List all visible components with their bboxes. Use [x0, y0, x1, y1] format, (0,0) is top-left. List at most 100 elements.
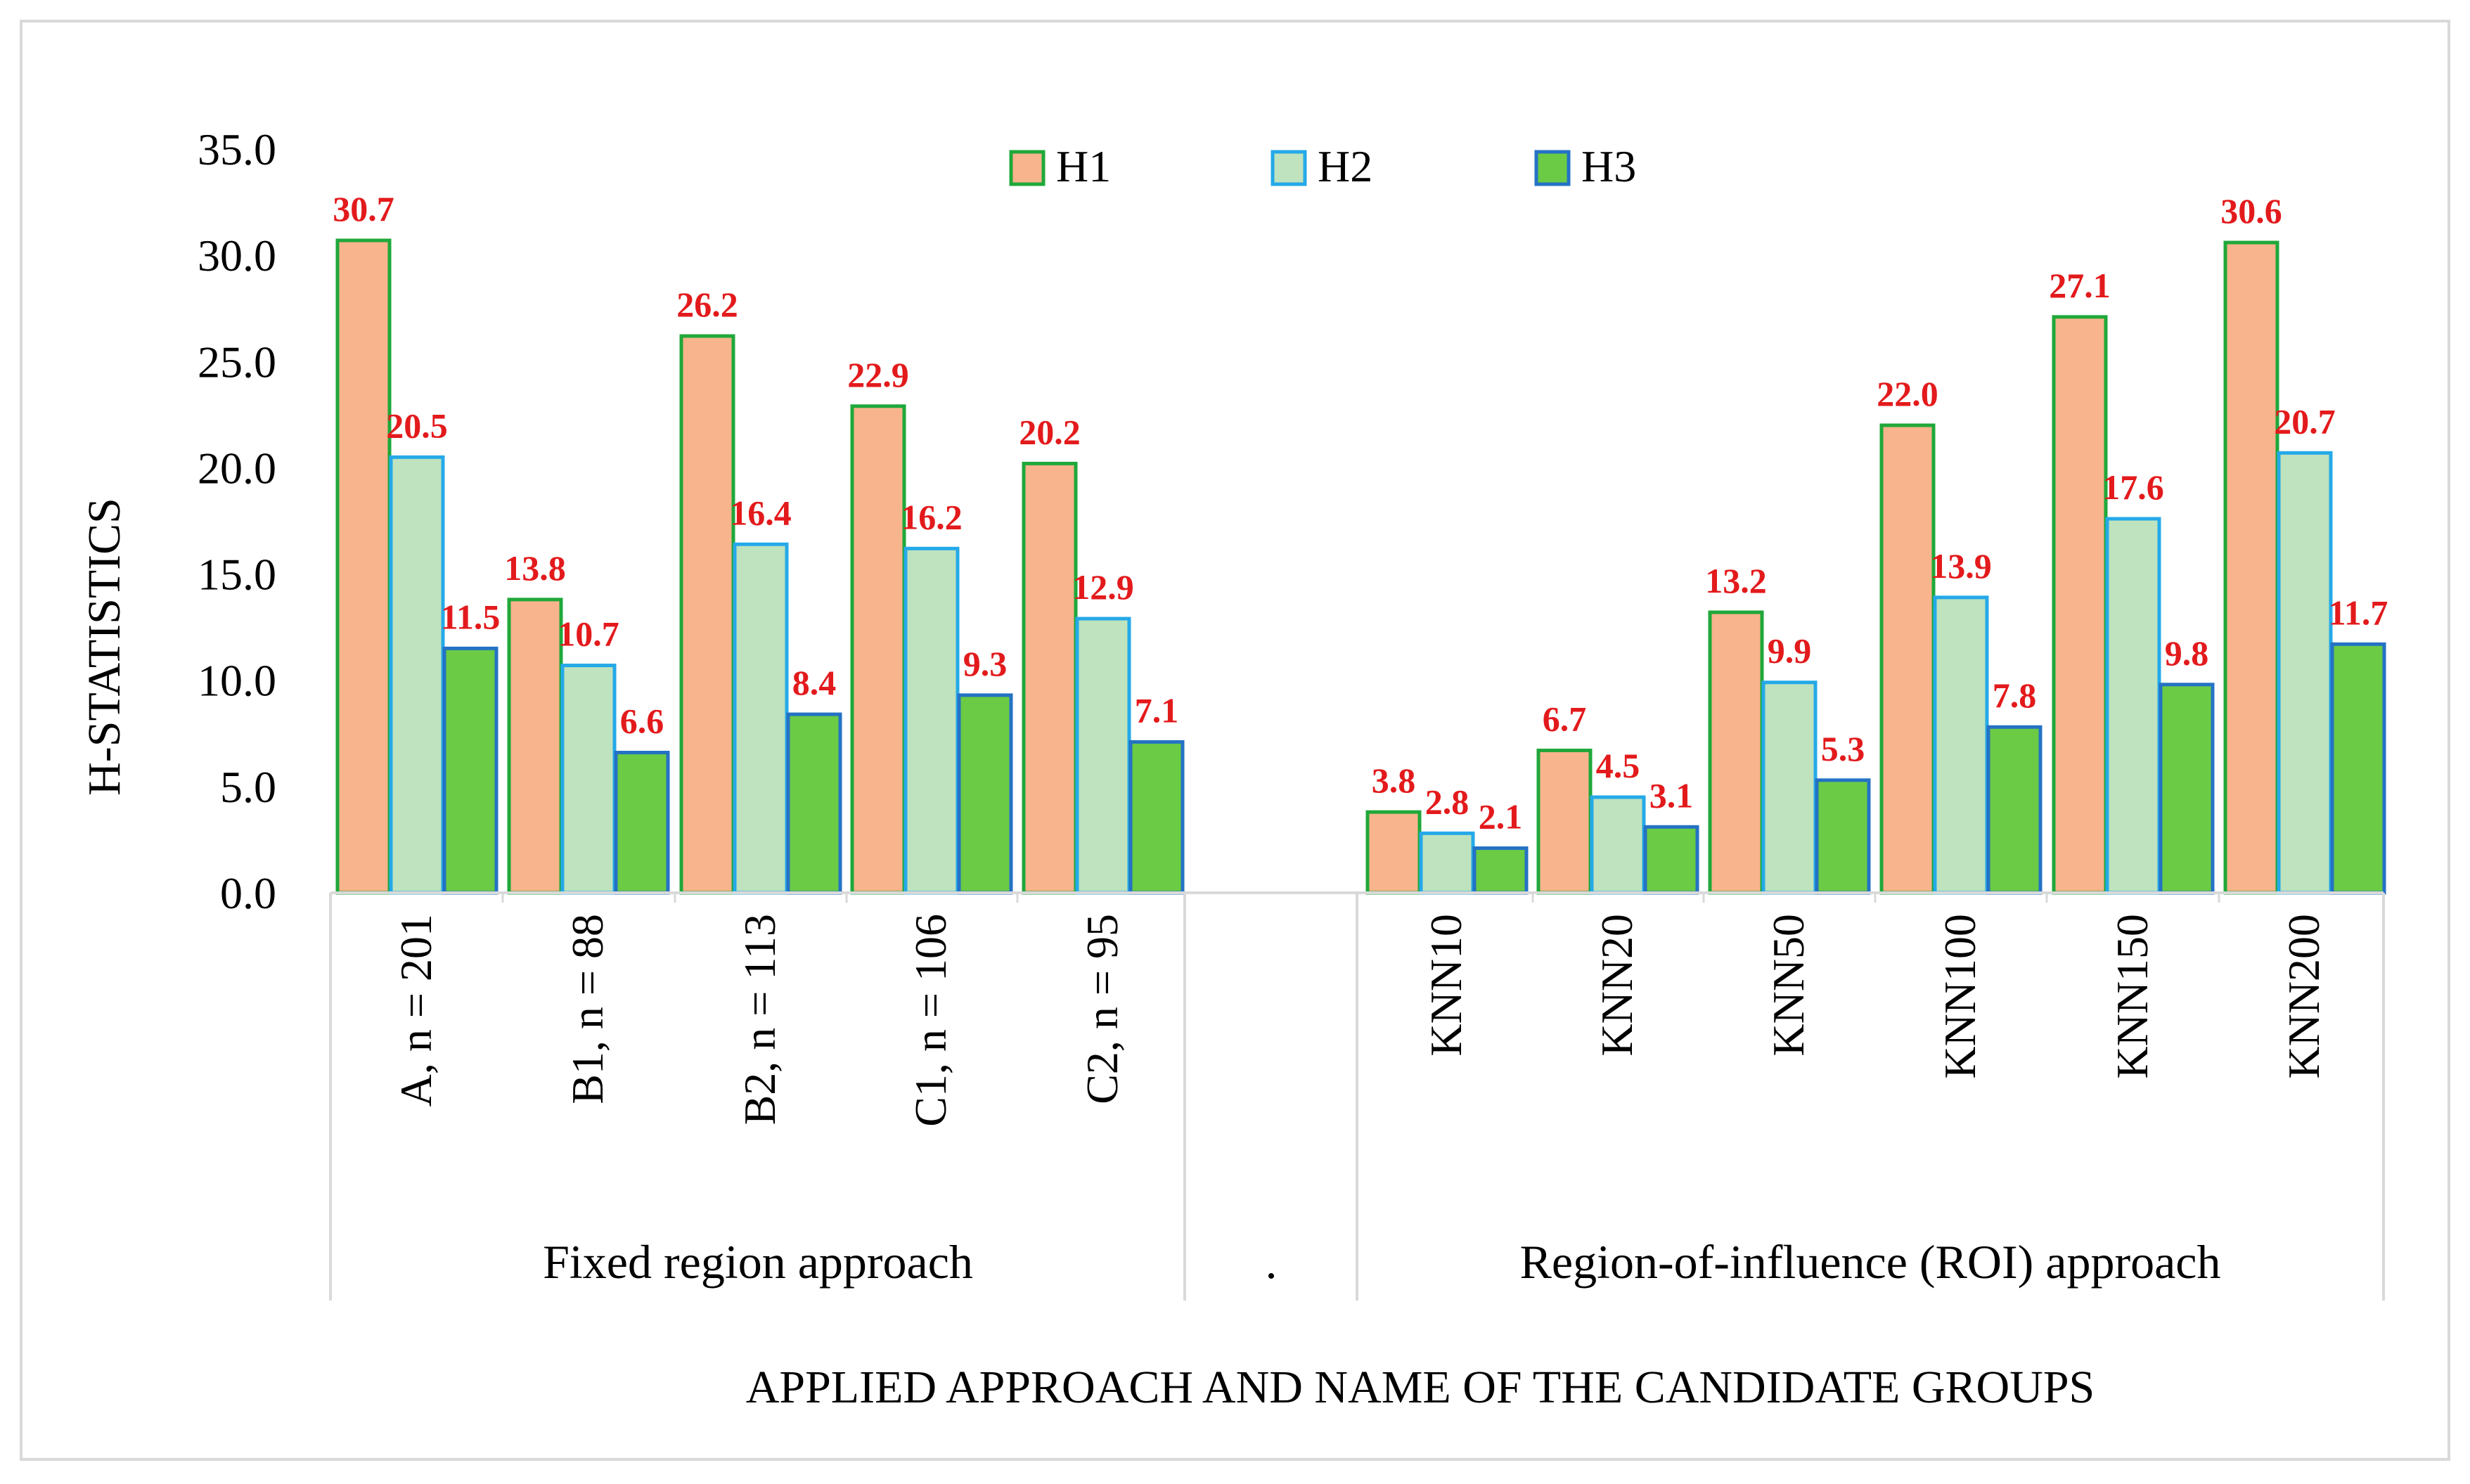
data-label-h2: 20.5 — [386, 406, 448, 445]
bar-h1 — [1708, 610, 1764, 895]
data-label-h1: 26.2 — [676, 285, 738, 324]
data-label-h3: 9.3 — [963, 644, 1008, 683]
data-label-h3: 7.8 — [1993, 676, 2037, 715]
legend-label-h2: H2 — [1318, 141, 1372, 191]
data-label-h3: 6.6 — [620, 701, 664, 740]
x-category-label: KNN20 — [1592, 914, 1642, 1057]
y-tick-label: 30.0 — [198, 231, 276, 280]
bar-h2 — [1419, 831, 1475, 895]
bar-h3 — [957, 693, 1013, 895]
x-category-label: KNN150 — [2107, 914, 2157, 1079]
data-label-h3: 11.5 — [441, 597, 501, 636]
bar-h3 — [1643, 825, 1699, 895]
bar-h3 — [1472, 846, 1529, 895]
data-label-h1: 22.9 — [847, 355, 909, 394]
data-label-h2: 12.9 — [1072, 567, 1134, 607]
x-category-label: C2, n = 95 — [1077, 914, 1127, 1104]
y-tick-label: 20.0 — [198, 443, 276, 493]
data-labels-layer: 30.7 13.8 26.2 22.9 20.2 3.8 6.7 13.2 22.0 27.1 30… — [333, 189, 2388, 837]
x-category-label: KNN100 — [1935, 914, 1985, 1079]
bar-h3 — [442, 646, 498, 895]
x-category-label: B1, n = 88 — [562, 914, 612, 1104]
bar-h2 — [1761, 680, 1818, 895]
data-label-h3: 2.1 — [1479, 797, 1523, 837]
legend-swatch-h2 — [1271, 150, 1307, 186]
data-label-h3: 9.8 — [2165, 633, 2209, 673]
x-category-label: A, n = 201 — [391, 914, 441, 1106]
bar-h3 — [614, 750, 670, 895]
y-tick-label: 35.0 — [198, 124, 276, 174]
data-label-h2: 20.7 — [2274, 401, 2336, 441]
x-category-label: C1, n = 106 — [906, 914, 956, 1127]
bar-h3 — [2330, 642, 2386, 895]
bar-h3 — [1986, 725, 2043, 895]
data-label-h3: 7.1 — [1135, 690, 1179, 730]
data-label-h1: 13.8 — [504, 548, 566, 588]
bar-h1 — [679, 334, 735, 895]
data-label-h2: 2.8 — [1425, 782, 1469, 821]
data-label-h3: 8.4 — [792, 663, 837, 702]
x-axis: A, n = 201 B1, n = 88 B2, n = 113 C1, n = 1… — [329, 891, 2385, 1301]
data-label-h2: 16.4 — [730, 493, 792, 532]
y-tick-label: 0.0 — [220, 868, 276, 918]
x-group-label: Fixed region approach — [543, 1235, 973, 1289]
data-label-h1: 20.2 — [1019, 412, 1081, 451]
bar-h2 — [1075, 617, 1131, 895]
data-label-h2: 9.9 — [1768, 631, 1812, 671]
bar-h2 — [1933, 595, 1989, 895]
y-axis-title: H-STATISTICS — [79, 498, 130, 796]
bar-h3 — [2159, 683, 2215, 895]
bar-h2 — [1590, 795, 1646, 895]
data-label-h1: 30.6 — [2220, 191, 2282, 231]
bar-h1 — [2052, 315, 2108, 895]
bar-h1 — [2223, 240, 2279, 895]
legend-label-h3: H3 — [1581, 141, 1636, 191]
y-axis: 0.0 5.0 10.0 15.0 20.0 25.0 30.0 35.0 — [198, 124, 276, 918]
data-label-h2: 10.7 — [558, 614, 619, 654]
bar-h1 — [507, 598, 563, 895]
data-label-h1: 30.7 — [333, 189, 394, 228]
bar-h1 — [1536, 748, 1593, 895]
y-tick-label: 15.0 — [198, 550, 276, 600]
bar-h1 — [1022, 461, 1078, 895]
data-label-h3: 5.3 — [1821, 729, 1865, 768]
bar-h1 — [1879, 423, 1936, 895]
bar-h1 — [335, 238, 392, 895]
legend: H1 H2 H3 — [1009, 141, 1636, 191]
data-label-h1: 27.1 — [2049, 266, 2111, 305]
data-label-h1: 6.7 — [1543, 699, 1587, 738]
x-category-label: KNN200 — [2279, 914, 2329, 1079]
y-tick-label: 5.0 — [220, 762, 276, 812]
bar-h3 — [786, 712, 842, 895]
bar-h1 — [850, 404, 906, 895]
data-label-h1: 13.2 — [1705, 561, 1767, 600]
bar-h2 — [2105, 517, 2161, 895]
bar-h2 — [733, 542, 789, 895]
data-label-h3: 3.1 — [1649, 775, 1694, 815]
bar-h2 — [389, 455, 445, 895]
bar-h3 — [1128, 740, 1185, 895]
data-label-h2: 16.2 — [901, 497, 963, 536]
bar-h2 — [560, 664, 617, 895]
x-category-label: B2, n = 113 — [735, 914, 785, 1125]
legend-swatch-h1 — [1009, 150, 1046, 186]
x-category-label: KNN50 — [1763, 914, 1813, 1057]
x-axis-title: APPLIED APPROACH AND NAME OF THE CANDIDA… — [746, 1362, 2095, 1413]
bar-h1 — [1365, 810, 1422, 895]
bar-h3 — [1815, 778, 1871, 895]
x-group-label: . — [1266, 1235, 1278, 1289]
data-label-h1: 22.0 — [1877, 374, 1938, 413]
y-tick-label: 25.0 — [198, 337, 276, 387]
data-label-h1: 3.8 — [1372, 761, 1416, 800]
x-category-label: KNN10 — [1421, 914, 1471, 1057]
y-tick-label: 10.0 — [198, 656, 276, 706]
data-label-h3: 11.7 — [2329, 593, 2388, 632]
data-label-h2: 13.9 — [1930, 546, 1992, 586]
legend-label-h1: H1 — [1056, 141, 1111, 191]
legend-swatch-h3 — [1534, 150, 1571, 186]
x-group-label: Region-of-influence (ROI) approach — [1520, 1235, 2221, 1289]
bar-h2 — [903, 546, 960, 895]
data-label-h2: 4.5 — [1596, 746, 1640, 785]
